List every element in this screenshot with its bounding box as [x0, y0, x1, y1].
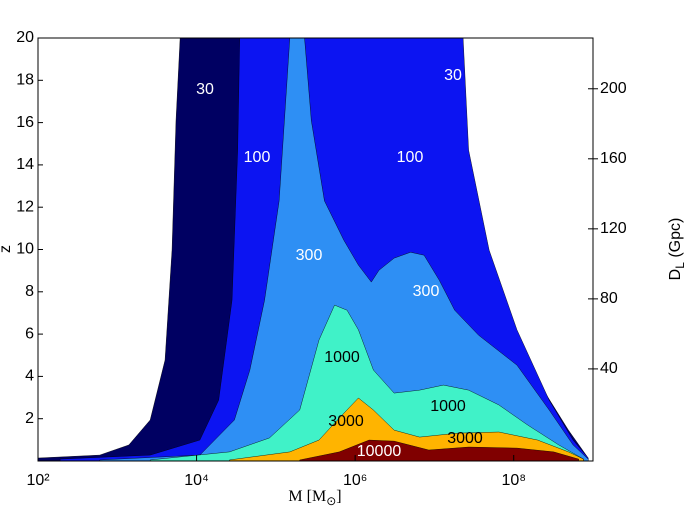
x-label-rest: ]: [336, 488, 341, 505]
contour-region: [299, 439, 579, 462]
y2-tick-label: 40: [600, 360, 618, 377]
y-tick-label: 10: [16, 241, 34, 258]
contour-label: 100: [397, 149, 424, 166]
contour-region: [229, 397, 584, 462]
x-tick-label: 10⁴: [184, 472, 209, 489]
plot-area: [37, 37, 589, 462]
y-axis-label: z: [0, 245, 14, 253]
y-tick-label: 4: [25, 368, 34, 385]
y2-label-main: D: [667, 269, 684, 281]
y-tick-label: 12: [16, 198, 34, 215]
y-tick-label: 20: [16, 29, 34, 46]
y2-tick-label: 200: [600, 80, 627, 97]
y-tick-label: 14: [16, 156, 34, 173]
contour-label: 1000: [430, 398, 466, 415]
x-label-sub: ⊙: [326, 494, 336, 508]
contour-label: 300: [296, 247, 323, 264]
y2-tick-label: 80: [600, 290, 618, 307]
y2-axis-label: DL (Gpc): [667, 218, 687, 281]
y-tick-label: 18: [16, 72, 34, 89]
contour-label: 100: [244, 149, 271, 166]
contour-label: 30: [444, 67, 462, 84]
y2-tick-label: 160: [600, 150, 627, 167]
x-axis-label: M [M⊙]: [288, 488, 341, 508]
y-tick-label: 8: [25, 283, 34, 300]
y2-label-rest: (Gpc): [667, 218, 684, 262]
x-tick-label: 10⁶: [343, 472, 367, 489]
contour-label: 3000: [447, 430, 483, 447]
y-tick-label: 16: [16, 114, 34, 131]
contour-label: 300: [413, 283, 440, 300]
y-tick-label: 6: [25, 325, 34, 342]
x-tick-label: 10²: [26, 472, 50, 489]
contour-label: 10000: [357, 443, 402, 460]
y2-label-sub: L: [673, 262, 687, 269]
contour-label: 3000: [328, 413, 364, 430]
x-tick-label: 10⁸: [501, 472, 526, 489]
contour-region: [99, 37, 589, 462]
contour-label: 30: [196, 81, 214, 98]
y-tick-label: 2: [25, 410, 34, 427]
y2-tick-label: 120: [600, 220, 627, 237]
contour-label: 1000: [324, 349, 360, 366]
contour-region: [149, 304, 584, 462]
x-label-main: M [M: [288, 488, 326, 505]
